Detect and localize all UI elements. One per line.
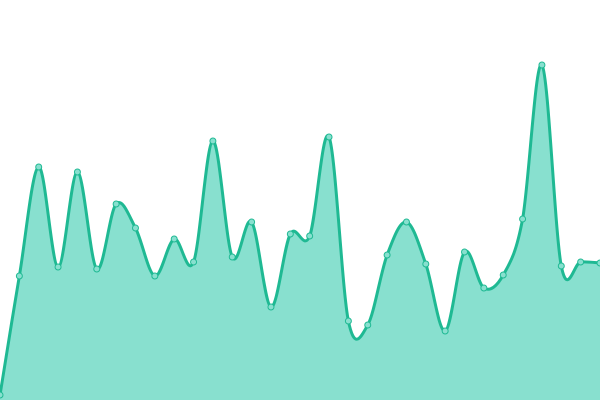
point [422, 260, 430, 268]
point [54, 263, 62, 271]
area [0, 64, 600, 400]
point [325, 133, 333, 141]
point [228, 253, 236, 261]
point [15, 272, 23, 280]
point [209, 137, 217, 145]
point [577, 258, 585, 266]
point [112, 200, 120, 208]
point [286, 230, 294, 238]
point [499, 271, 507, 279]
point [151, 272, 159, 280]
point [364, 321, 372, 329]
point [93, 265, 101, 273]
point [557, 262, 565, 270]
point [73, 168, 81, 176]
point [131, 224, 139, 232]
point [480, 284, 488, 292]
point [267, 303, 275, 311]
point [402, 218, 410, 226]
point [35, 163, 43, 171]
point [190, 258, 198, 266]
point [461, 248, 469, 256]
point [538, 61, 546, 69]
point [441, 327, 449, 335]
point [596, 259, 600, 267]
point [383, 251, 391, 259]
point [170, 235, 178, 243]
point [306, 232, 314, 240]
point [344, 317, 352, 325]
point [519, 215, 527, 223]
point [0, 391, 4, 399]
point [248, 218, 256, 226]
line [0, 63, 600, 396]
